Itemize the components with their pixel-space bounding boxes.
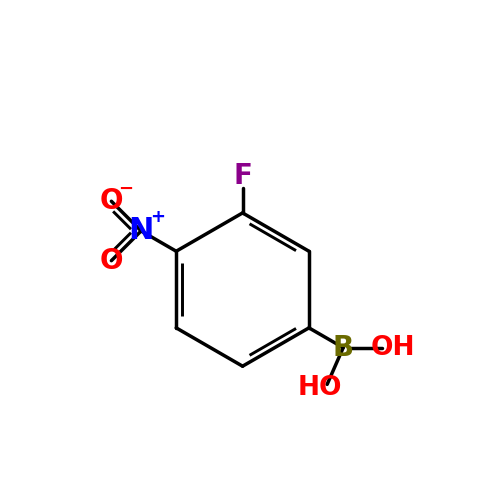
Text: O: O [100,187,123,215]
Text: OH: OH [370,334,415,360]
Text: O: O [100,246,123,274]
Text: B: B [332,334,354,361]
Text: HO: HO [298,376,342,402]
Text: F: F [233,162,252,190]
Text: −: − [118,180,133,198]
Text: +: + [150,208,165,226]
Text: N: N [128,216,154,246]
